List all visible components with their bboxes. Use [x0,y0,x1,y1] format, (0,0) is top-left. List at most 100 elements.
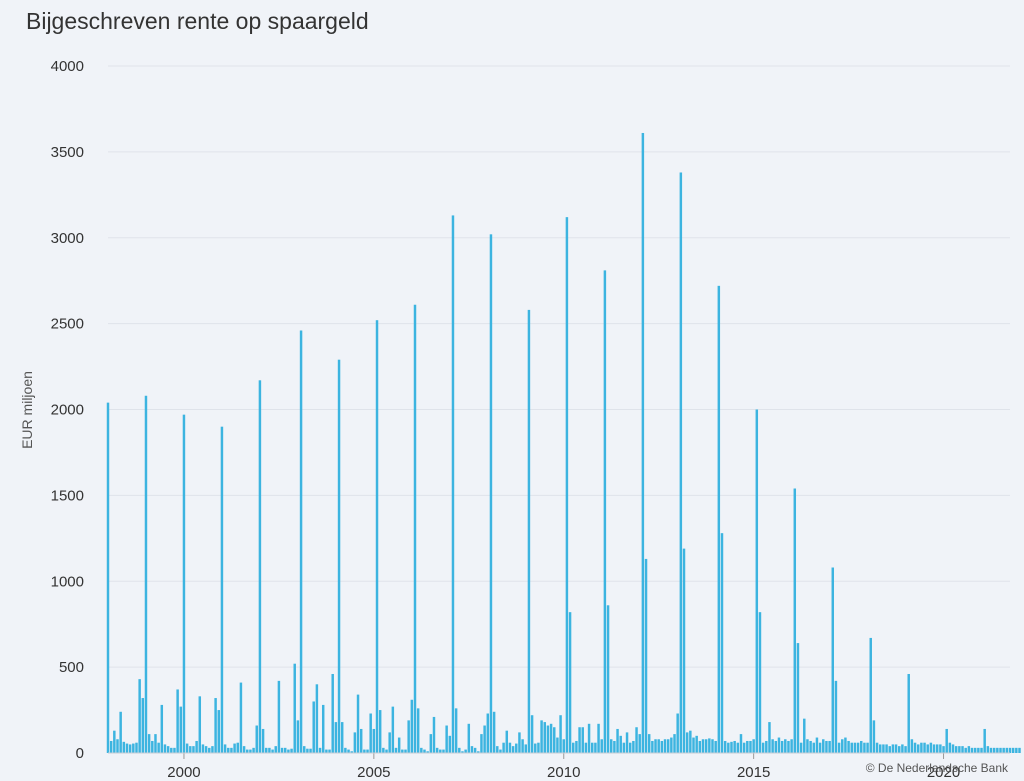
bar[interactable] [128,744,132,753]
bar[interactable] [258,380,262,753]
bar[interactable] [534,743,537,753]
bar[interactable] [733,740,736,753]
bar[interactable] [831,567,834,753]
bar[interactable] [768,722,771,753]
bar[interactable] [271,749,274,753]
bar[interactable] [651,740,654,753]
bar[interactable] [844,737,847,753]
bar[interactable] [742,742,746,753]
bar[interactable] [603,270,607,753]
bar[interactable] [730,741,733,753]
bar[interactable] [309,748,312,753]
bar[interactable] [214,698,217,753]
bar[interactable] [363,749,366,753]
bar[interactable] [116,739,119,753]
bar[interactable] [385,749,388,753]
bar[interactable] [803,718,806,753]
bar[interactable] [375,320,379,753]
bar[interactable] [958,746,961,753]
bar[interactable] [701,739,705,753]
bar[interactable] [160,704,164,753]
bar[interactable] [910,739,914,753]
bar[interactable] [347,749,350,753]
bar[interactable] [252,747,255,753]
bar[interactable] [204,746,208,753]
bar[interactable] [600,739,603,753]
bar[interactable] [163,744,167,753]
bar[interactable] [328,749,331,753]
bar[interactable] [467,723,471,753]
bar[interactable] [888,746,891,753]
bar[interactable] [451,215,455,754]
bar[interactable] [356,694,360,753]
bar[interactable] [869,637,872,753]
bar[interactable] [992,747,996,753]
bar[interactable] [689,730,692,753]
bar[interactable] [777,737,781,753]
bar[interactable] [189,746,192,753]
bar[interactable] [841,739,844,753]
bar[interactable] [657,739,660,753]
bar[interactable] [230,747,233,753]
bar[interactable] [325,749,328,753]
bar[interactable] [521,739,524,753]
bar[interactable] [616,728,619,753]
bar[interactable] [359,728,363,753]
bar[interactable] [413,304,417,753]
bar[interactable] [518,732,521,753]
bar[interactable] [980,747,983,753]
bar[interactable] [961,746,964,753]
bar[interactable] [321,704,325,753]
bar[interactable] [540,720,543,753]
bar[interactable] [926,744,929,753]
bar[interactable] [246,749,249,753]
bar[interactable] [543,722,546,753]
bar[interactable] [423,749,426,753]
bar[interactable] [192,746,195,753]
bar[interactable] [198,696,202,753]
bar[interactable] [261,728,265,753]
bar[interactable] [306,748,309,753]
bar[interactable] [793,488,797,753]
bar[interactable] [977,747,980,753]
bar[interactable] [369,713,372,753]
bar[interactable] [815,737,819,753]
bar[interactable] [882,744,885,753]
bar[interactable] [897,746,901,753]
bar[interactable] [119,711,122,753]
bar[interactable] [736,742,740,753]
bar[interactable] [825,740,828,753]
bar[interactable] [666,739,670,753]
bar[interactable] [458,747,461,753]
bar[interactable] [894,744,898,753]
bar[interactable] [606,605,610,753]
bar[interactable] [416,708,420,753]
bar[interactable] [999,747,1002,753]
bar[interactable] [233,743,236,753]
bar[interactable] [277,680,281,753]
bar[interactable] [863,742,866,753]
bar[interactable] [464,749,467,753]
bar[interactable] [875,742,879,753]
bar[interactable] [1008,747,1012,753]
bar[interactable] [182,414,186,753]
bar[interactable] [287,749,290,753]
bar[interactable] [508,742,512,753]
bar[interactable] [499,749,502,753]
bar[interactable] [546,725,550,753]
bar[interactable] [135,742,138,753]
bar[interactable] [942,746,945,753]
bar[interactable] [334,722,338,753]
bar[interactable] [619,735,622,753]
bar[interactable] [597,723,600,753]
bar[interactable] [315,684,319,753]
bar[interactable] [429,734,433,753]
bar[interactable] [132,743,135,753]
bar[interactable] [220,426,224,753]
bar[interactable] [685,732,689,753]
bar[interactable] [138,679,141,753]
bar[interactable] [483,725,486,753]
bar[interactable] [113,730,116,753]
bar[interactable] [227,747,230,753]
bar[interactable] [404,749,407,753]
